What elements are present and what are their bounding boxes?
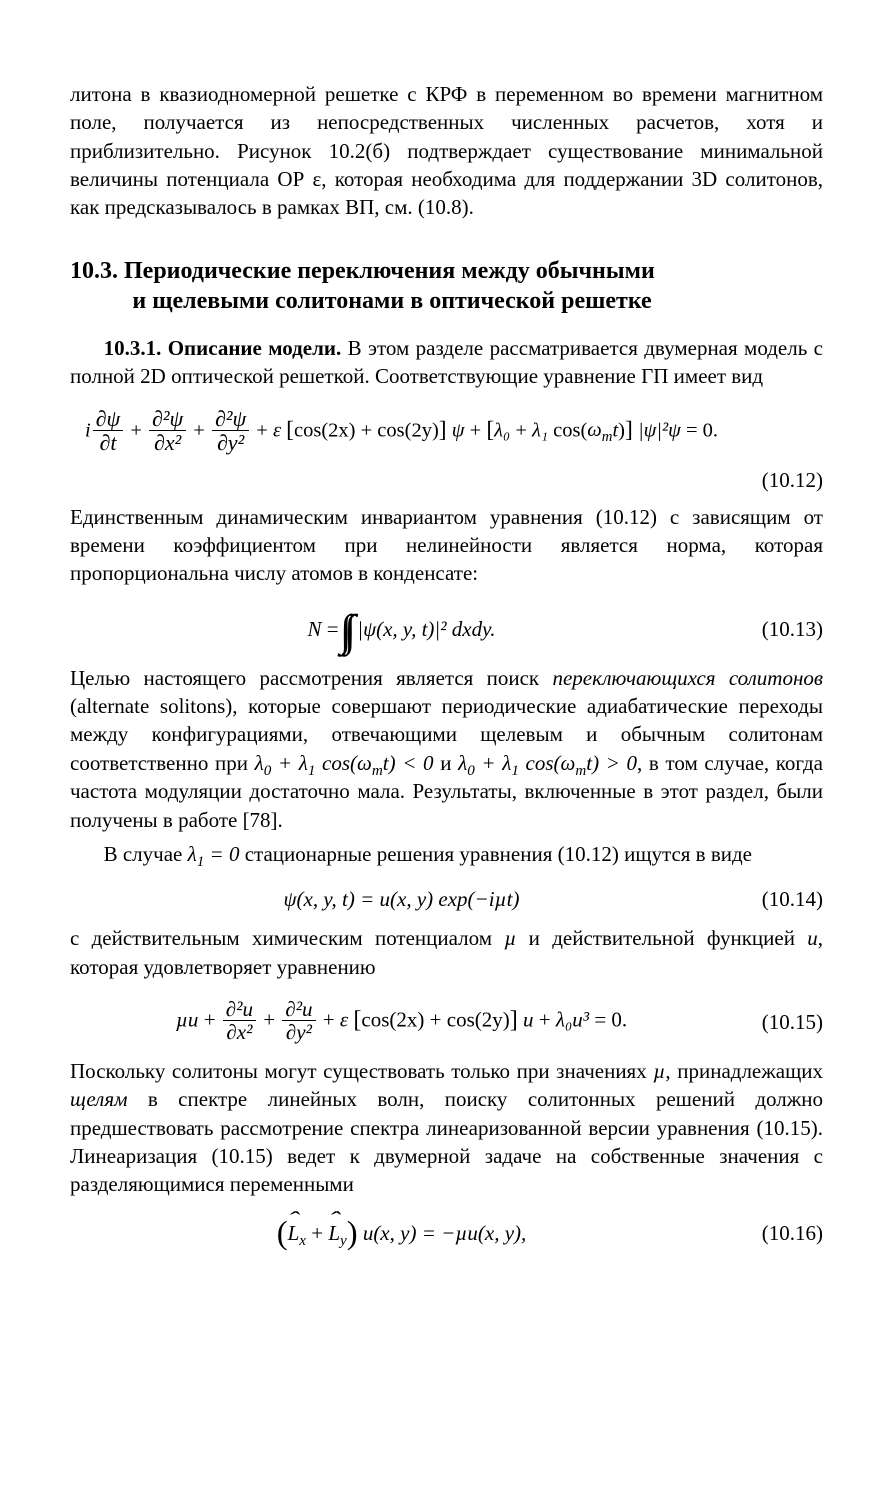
equation-10-14-body: ψ(x, y, t) = u(x, y) exp(−iµt) [284, 885, 520, 913]
subsection-10-3-1-paragraph: 10.3.1. Описание модели. В этом разделе … [70, 334, 823, 391]
section-title-line1: 10.3. Периодические переключения между о… [70, 256, 823, 286]
p5-u: u [807, 926, 818, 950]
equation-10-13-label: (10.13) [733, 615, 823, 643]
equation-10-16-body: (Lx + Ly) u(x, y) = −µu(x, y), [277, 1219, 527, 1247]
eq15-muu: µu [176, 1008, 199, 1032]
p6-ital: щелям [70, 1087, 128, 1111]
eq15-u: u [523, 1008, 534, 1032]
equation-10-15: µu + ∂²u∂x² + ∂²u∂y² + ε [cos(2x) + cos(… [70, 995, 823, 1049]
equation-10-13-body: N = ∫∫ |ψ(x, y, t)|² dxdy. [308, 615, 496, 643]
section-10-3-heading: 10.3. Периодические переключения между о… [70, 256, 823, 316]
p4-a: В случае [104, 842, 188, 866]
eq13-lhs: N [308, 617, 322, 641]
eq13-dxdy: dxdy. [452, 617, 496, 641]
paragraph-after-10-12: Единственным динамическим инвариантом ур… [70, 503, 823, 588]
eq-dpsi-den: ∂t [93, 431, 124, 455]
p6-mu: µ [653, 1059, 665, 1083]
p4-eq: λ1 = 0 [188, 842, 240, 866]
paragraph-alternate-solitons: Целью настоящего рассмотрения является п… [70, 664, 823, 834]
paragraph-continuation: литона в квазиодномерной решетке с КРФ в… [70, 80, 823, 222]
p5-a: с действительным химическим потенциалом [70, 926, 504, 950]
p6-c: в спектре линейных волн, поиску солитонн… [70, 1087, 823, 1196]
p6-b: , принадлежащих [665, 1059, 823, 1083]
eq16-rhs: = −µu(x, y), [422, 1221, 527, 1245]
eq-l0: λ₀ [494, 419, 510, 441]
eq16-Ly: L [328, 1219, 340, 1247]
equation-10-12-body: i∂ψ∂t + ∂²ψ∂x² + ∂²ψ∂y² + ε [cos(2x) + c… [85, 408, 718, 455]
eq-cos2x: cos(2x) [294, 419, 355, 441]
p3-a: Целью настоящего рассмотрения является п… [70, 666, 552, 690]
p3-ineq2: λ0 + λ1 cos(ωmt) > 0 [458, 751, 637, 775]
eq15-d2x-den: ∂x² [223, 1021, 256, 1044]
eq-d2x-num: ∂²ψ [149, 408, 186, 431]
equation-10-14: ψ(x, y, t) = u(x, y) exp(−iµt) (10.14) [70, 882, 823, 916]
eq16-Lx: L [288, 1219, 300, 1247]
eq15-d2y-num: ∂²u [282, 999, 315, 1021]
equation-10-14-label: (10.14) [733, 885, 823, 913]
eq16-uxy: u(x, y) [363, 1221, 417, 1245]
eq15-eps: ε [340, 1008, 348, 1032]
eq15-cos2y: cos(2y) [447, 1008, 510, 1032]
section-title-line2: и щелевыми солитонами в оптической решет… [70, 286, 823, 316]
eq15-cos2x: cos(2x) [361, 1008, 424, 1032]
eq16-Ly-sub: y [340, 1234, 347, 1250]
p5-b: и действительной функцией [516, 926, 807, 950]
equation-10-15-label: (10.15) [733, 1008, 823, 1036]
eq-i: i [85, 419, 91, 441]
p3-c: и [434, 751, 459, 775]
equation-10-12-label-below: (10.12) [762, 468, 823, 492]
eq-dpsi-num: ∂ψ [93, 408, 124, 431]
eq-l1: λ₁ [532, 419, 548, 441]
p6-a: Поскольку солитоны могут существовать то… [70, 1059, 653, 1083]
eq-eps: ε [273, 419, 281, 441]
paragraph-lambda1-zero: В случае λ1 = 0 стационарные решения ура… [70, 840, 823, 868]
equation-10-15-body: µu + ∂²u∂x² + ∂²u∂y² + ε [cos(2x) + cos(… [176, 999, 627, 1044]
eq15-eq0: = 0. [594, 1008, 627, 1032]
eq-d2x-den: ∂x² [149, 431, 186, 455]
eq-d2y-num: ∂²ψ [212, 408, 249, 431]
paragraph-gaps: Поскольку солитоны могут существовать то… [70, 1057, 823, 1199]
equation-10-12: i∂ψ∂t + ∂²ψ∂x² + ∂²ψ∂y² + ε [cos(2x) + c… [70, 404, 823, 458]
eq15-d2y-den: ∂y² [282, 1021, 315, 1044]
eq15-l0u3: λ₀u³ [556, 1008, 589, 1032]
eq13-abspsi: |ψ(x, y, t)|² [357, 617, 446, 641]
subsection-runin: 10.3.1. Описание модели. [104, 336, 342, 360]
p3-ineq1: λ0 + λ1 cos(ωmt) < 0 [255, 751, 434, 775]
eq-cos2y: cos(2y) [377, 419, 438, 441]
p4-b: стационарные решения уравнения (10.12) и… [239, 842, 752, 866]
p3-italic: переключающихся солитонов [552, 666, 823, 690]
eq16-Lx-sub: x [299, 1234, 306, 1250]
eq-abs-psi: |ψ|²ψ [638, 419, 681, 441]
eq-psi1: ψ [452, 419, 465, 441]
p5-mu: µ [504, 926, 516, 950]
equation-10-13: N = ∫∫ |ψ(x, y, t)|² dxdy. (10.13) [70, 602, 823, 656]
eq15-d2x-num: ∂²u [223, 999, 256, 1021]
equation-10-16: (Lx + Ly) u(x, y) = −µu(x, y), (10.16) [70, 1213, 823, 1255]
paragraph-chem-potential: с действительным химическим потенциалом … [70, 924, 823, 981]
eq-d2y-den: ∂y² [212, 431, 249, 455]
eq-zero: = 0. [686, 419, 718, 441]
equation-10-16-label: (10.16) [733, 1219, 823, 1247]
